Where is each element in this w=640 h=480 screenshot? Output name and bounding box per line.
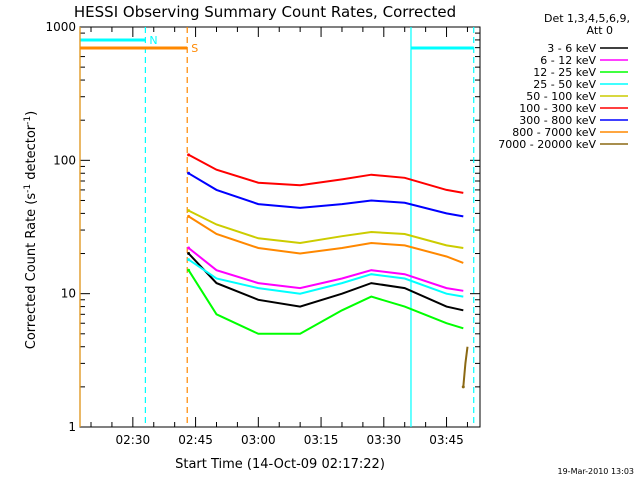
x-tick-label: 03:15	[304, 433, 339, 447]
series-start-point-0	[187, 252, 191, 256]
series-line-5	[188, 153, 464, 194]
y-tick-label: 1	[68, 420, 76, 434]
x-axis-label: Start Time (14-Oct-09 02:17:22)	[175, 457, 385, 472]
legend-entry-label: 3 - 6 keV	[547, 42, 596, 55]
y-axis-label-main: Corrected Count Rate (s	[24, 193, 39, 350]
y-axis-label: Corrected Count Rate (s-1 detector-1)	[23, 111, 39, 349]
marker-label: N	[149, 34, 157, 47]
y-axis-label-mid: detector	[24, 124, 39, 184]
legend-entry-label: 7000 - 20000 keV	[498, 138, 596, 151]
footer-timestamp: 19-Mar-2010 13:03	[558, 467, 635, 476]
series-line-1	[187, 247, 464, 292]
legend-entry-label: 50 - 100 keV	[526, 90, 596, 103]
legend-entry-label: 12 - 25 keV	[533, 66, 596, 79]
legend-entry-label: 300 - 800 keV	[519, 114, 596, 127]
legend-entry-label: 800 - 7000 keV	[512, 126, 596, 139]
x-tick-label: 03:30	[367, 433, 402, 447]
series-start-point-7	[187, 214, 191, 218]
y-axis-label-end: )	[24, 111, 39, 116]
legend-entry-label: 6 - 12 keV	[540, 54, 596, 67]
series-line-6	[188, 172, 464, 218]
series-start-point-4	[187, 209, 191, 213]
series-line-0	[187, 252, 464, 312]
series-start-point-2	[187, 268, 191, 272]
series-line-4	[188, 209, 464, 249]
legend-entry-label: 25 - 50 keV	[533, 78, 596, 91]
series-start-point-5	[187, 153, 191, 157]
marker-label: S	[191, 42, 198, 55]
y-tick-label: 10	[61, 287, 76, 301]
x-tick-label: 03:00	[241, 433, 276, 447]
legend-header-line-2: Att 0	[587, 24, 613, 37]
y-axis-label-sup1: -1	[23, 184, 33, 193]
series-start-point-8	[461, 385, 465, 389]
y-axis-label-sup2: -1	[23, 116, 33, 125]
x-tick-label: 03:45	[429, 433, 464, 447]
series-start-point-3	[187, 258, 191, 262]
series-line-7	[188, 215, 464, 264]
x-tick-label: 02:30	[116, 433, 151, 447]
plot-area: 1 10 100 1000 02:30 02:45 03:00 03:15 03:30 03:45…	[45, 20, 481, 447]
y-tick-label: 100	[53, 153, 76, 167]
x-tick-label: 02:45	[178, 433, 213, 447]
legend-entry-label: 100 - 300 keV	[519, 102, 596, 115]
chart-title: HESSI Observing Summary Count Rates, Cor…	[74, 3, 456, 21]
series-start-point-1	[187, 246, 191, 250]
series-line-3	[188, 258, 464, 298]
y-tick-label: 1000	[45, 20, 76, 34]
series-start-point-6	[187, 171, 191, 175]
series-line-8	[462, 346, 469, 387]
plot-frame	[79, 26, 481, 428]
legend-header-line-1: Det 1,3,4,5,6,9,	[544, 12, 630, 25]
series-line-2	[187, 269, 464, 335]
